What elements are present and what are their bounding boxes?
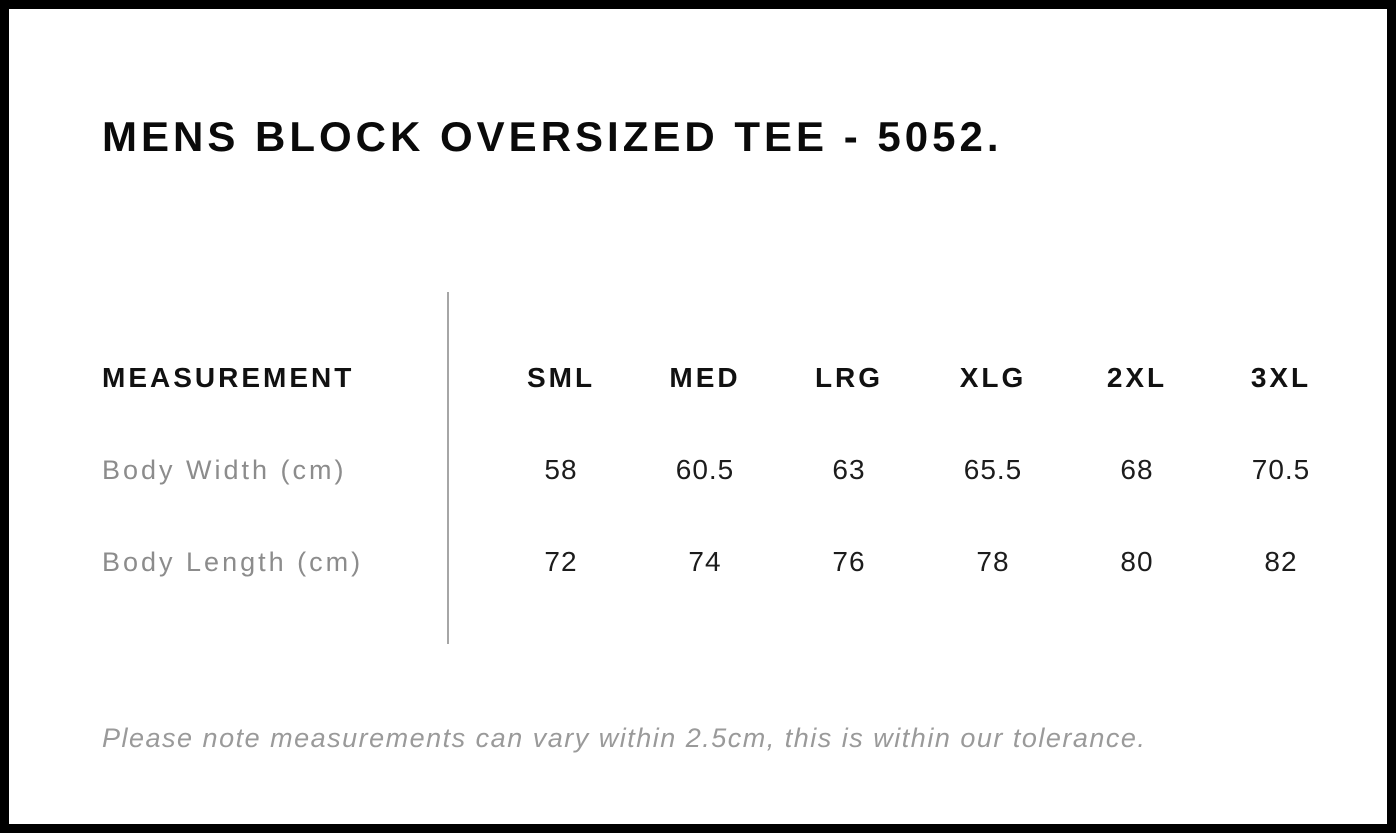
row-label-body-width: Body Width (cm) (102, 454, 347, 485)
tolerance-note: Please note measurements can vary within… (102, 723, 1147, 753)
body-width-xlg: 65.5 (963, 454, 1023, 485)
body-length-sml: 72 (544, 546, 578, 577)
body-width-3xl: 70.5 (1251, 454, 1311, 485)
body-width-2xl: 68 (1120, 454, 1154, 485)
page-title: MENS BLOCK OVERSIZED TEE - 5052. (102, 113, 1003, 160)
body-width-lrg: 63 (832, 454, 866, 485)
column-header-measurement: MEASUREMENT (102, 362, 355, 393)
body-width-med: 60.5 (675, 454, 735, 485)
column-header-lrg: LRG (814, 362, 884, 393)
column-header-xlg: XLG (959, 362, 1027, 393)
column-header-3xl: 3XL (1250, 362, 1312, 393)
body-length-3xl: 82 (1264, 546, 1298, 577)
size-table: MEASUREMENT SML MED LRG XLG 2XL 3XL Body… (102, 332, 1353, 608)
body-width-sml: 58 (544, 454, 578, 485)
column-header-med: MED (669, 362, 741, 393)
body-length-lrg: 76 (832, 546, 866, 577)
column-header-2xl: 2XL (1106, 362, 1168, 393)
table-vertical-divider (447, 292, 449, 644)
body-length-med: 74 (688, 546, 722, 577)
row-label-body-length: Body Length (cm) (102, 546, 364, 577)
body-length-2xl: 80 (1120, 546, 1154, 577)
body-length-xlg: 78 (976, 546, 1010, 577)
column-header-sml: SML (526, 362, 596, 393)
